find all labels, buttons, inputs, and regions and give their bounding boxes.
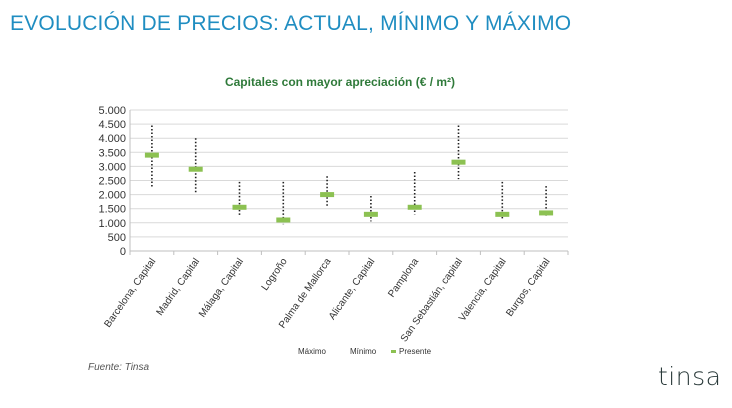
y-tick-label: 0 <box>120 246 126 258</box>
x-tick-label: Pamplona <box>386 256 421 300</box>
gridlines <box>130 109 568 238</box>
chart-title: Capitales con mayor apreciación (€ / m²) <box>225 75 455 89</box>
present-marker <box>363 211 378 217</box>
x-tick-label: Madrid, Capital <box>155 256 203 317</box>
x-tick-label: Alicante, Capital <box>327 256 377 322</box>
legend-label: Mínimo <box>350 347 377 356</box>
present-marker <box>495 211 510 217</box>
present-marker <box>232 204 247 210</box>
x-tick-label: Burgos, Capital <box>504 256 552 318</box>
present-marker <box>276 217 291 223</box>
legend-swatch-presente <box>391 350 396 353</box>
legend-label: Máximo <box>298 347 327 356</box>
x-tick-label: Valencia, Capital <box>457 256 509 323</box>
present-marker <box>407 204 422 210</box>
present-marker <box>451 159 466 165</box>
present-marker <box>144 152 159 158</box>
x-tick-label: Barcelona, Capital <box>102 256 158 329</box>
y-tick-label: 2.500 <box>98 176 126 188</box>
y-tick-label: 1.500 <box>98 204 126 216</box>
y-tick-label: 2.000 <box>98 190 126 202</box>
y-tick-label: 1.000 <box>98 218 126 230</box>
legend: Máximo Mínimo Presente <box>298 347 432 356</box>
y-tick-label: 500 <box>108 232 126 244</box>
tinsa-logo: tinsa <box>658 362 722 391</box>
y-tick-label: 3.500 <box>98 147 126 159</box>
y-tick-label: 3.000 <box>98 161 126 173</box>
axes <box>129 110 569 255</box>
y-tick-label: 4.500 <box>98 119 126 131</box>
y-axis-ticks: 0 500 1.000 1.500 2.000 2.500 3.000 3.500 4.000 4… <box>98 105 126 258</box>
page-title: EVOLUCIÓN DE PRECIOS: ACTUAL, MÍNIMO Y M… <box>10 12 572 35</box>
y-tick-label: 4.000 <box>98 133 126 145</box>
source-note: Fuente: Tinsa <box>88 362 150 373</box>
present-marker <box>188 166 203 172</box>
present-marker <box>320 192 335 198</box>
present-marker <box>539 210 554 216</box>
x-tick-label: Málaga, Capital <box>197 256 246 319</box>
x-tick-label: Logroño <box>260 256 290 293</box>
legend-label: Presente <box>399 347 432 356</box>
data-marks <box>144 125 554 225</box>
y-tick-label: 5.000 <box>98 105 126 117</box>
